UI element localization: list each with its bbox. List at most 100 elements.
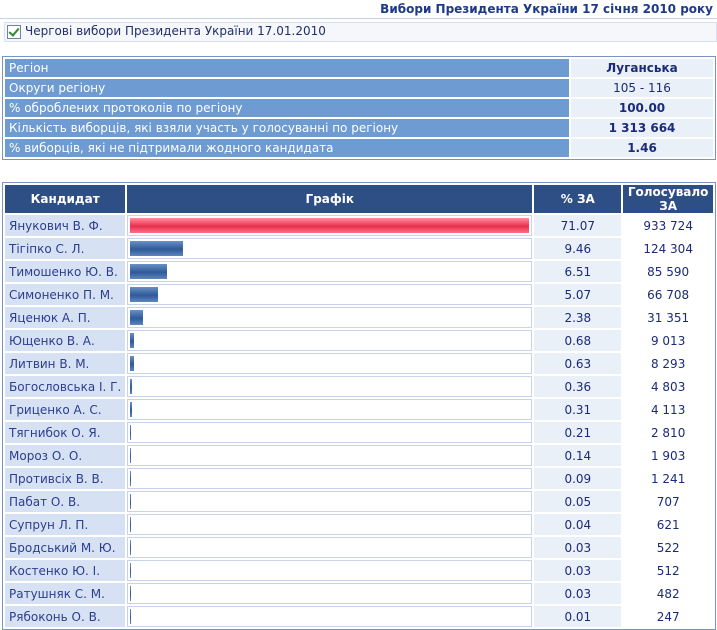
bar — [130, 540, 132, 555]
bar-cell — [127, 261, 533, 282]
bar — [130, 563, 132, 578]
candidate-name[interactable]: Ратушняк С. М. — [5, 583, 126, 604]
bar-cell — [127, 376, 533, 397]
bar-cell — [127, 560, 533, 581]
votes-label: 124 304 — [623, 238, 713, 259]
bar — [130, 310, 144, 325]
bar — [130, 586, 132, 601]
candidate-name[interactable]: Тягнибок О. Я. — [5, 422, 126, 443]
table-row: Ющенко В. А. 0.68 9 013 — [5, 330, 713, 351]
candidate-name[interactable]: Тимошенко Ю. В. — [5, 261, 126, 282]
info-row: Регіон Луганська — [5, 59, 713, 77]
bar-cell — [127, 468, 533, 489]
votes-label: 2 810 — [623, 422, 713, 443]
table-row: Костенко Ю. І. 0.03 512 — [5, 560, 713, 581]
candidate-name[interactable]: Янукович В. Ф. — [5, 215, 126, 236]
votes-label: 707 — [623, 491, 713, 512]
candidate-name[interactable]: Бродський М. Ю. — [5, 537, 126, 558]
bar — [130, 379, 133, 394]
bar-cell — [127, 422, 533, 443]
election-filter[interactable]: Чергові вибори Президента України 17.01.… — [4, 22, 717, 42]
votes-label: 621 — [623, 514, 713, 535]
bar — [130, 471, 132, 486]
pct-label: 71.07 — [534, 215, 622, 236]
candidate-name[interactable]: Богословська І. Г. — [5, 376, 126, 397]
info-row: Кількість виборців, які взяли участь у г… — [5, 119, 713, 137]
pct-label: 2.38 — [534, 307, 622, 328]
table-row: Пабат О. В. 0.05 707 — [5, 491, 713, 512]
bar-cell — [127, 307, 533, 328]
table-row: Тягнибок О. Я. 0.21 2 810 — [5, 422, 713, 443]
bar — [130, 287, 159, 302]
table-row: Супрун Л. П. 0.04 621 — [5, 514, 713, 535]
votes-label: 1 241 — [623, 468, 713, 489]
info-label: Кількість виборців, які взяли участь у г… — [5, 119, 569, 137]
region-info-table: Регіон Луганська Округи регіону 105 - 116% … — [2, 56, 716, 160]
votes-label: 482 — [623, 583, 713, 604]
pct-label: 0.04 — [534, 514, 622, 535]
bar-cell — [127, 445, 533, 466]
pct-label: 0.01 — [534, 606, 622, 627]
info-value: 1.46 — [571, 139, 713, 157]
bar-cell — [127, 330, 533, 351]
bar-cell — [127, 238, 533, 259]
candidate-name[interactable]: Мороз О. О. — [5, 445, 126, 466]
votes-label: 247 — [623, 606, 713, 627]
candidate-name[interactable]: Противсіх В. В. — [5, 468, 126, 489]
table-row: Гриценко А. С. 0.31 4 113 — [5, 399, 713, 420]
pct-label: 0.03 — [534, 583, 622, 604]
bar-cell — [127, 353, 533, 374]
info-label: Округи регіону — [5, 79, 569, 97]
candidate-name[interactable]: Ющенко В. А. — [5, 330, 126, 351]
votes-label: 1 903 — [623, 445, 713, 466]
votes-label: 31 351 — [623, 307, 713, 328]
candidate-name[interactable]: Супрун Л. П. — [5, 514, 126, 535]
info-label: % оброблених протоколів по регіону — [5, 99, 569, 117]
candidate-name[interactable]: Пабат О. В. — [5, 491, 126, 512]
pct-label: 0.03 — [534, 560, 622, 581]
votes-label: 4 113 — [623, 399, 713, 420]
header-graph: Графік — [127, 185, 533, 213]
table-row: Тігіпко С. Л. 9.46 124 304 — [5, 238, 713, 259]
votes-label: 933 724 — [623, 215, 713, 236]
candidate-name[interactable]: Гриценко А. С. — [5, 399, 126, 420]
candidate-name[interactable]: Тігіпко С. Л. — [5, 238, 126, 259]
info-value: Луганська — [571, 59, 713, 77]
pct-label: 0.63 — [534, 353, 622, 374]
info-label: % виборців, які не підтримали жодного ка… — [5, 139, 569, 157]
candidates-table: Кандидат Графік % ЗА Голосувало ЗА Януко… — [2, 182, 716, 630]
pct-label: 0.05 — [534, 491, 622, 512]
election-checkbox[interactable] — [7, 25, 21, 39]
votes-label: 522 — [623, 537, 713, 558]
candidate-name[interactable]: Рябоконь О. В. — [5, 606, 126, 627]
header-votes: Голосувало ЗА — [623, 185, 713, 213]
bar-cell — [127, 215, 533, 236]
info-value: 100.00 — [571, 99, 713, 117]
candidate-name[interactable]: Симоненко П. М. — [5, 284, 126, 305]
pct-label: 0.21 — [534, 422, 622, 443]
votes-label: 512 — [623, 560, 713, 581]
bar — [130, 241, 184, 256]
bar-cell — [127, 583, 533, 604]
table-row: Мороз О. О. 0.14 1 903 — [5, 445, 713, 466]
table-row: Литвин В. М. 0.63 8 293 — [5, 353, 713, 374]
candidate-name[interactable]: Литвин В. М. — [5, 353, 126, 374]
info-row: % оброблених протоколів по регіону 100.00 — [5, 99, 713, 117]
bar — [130, 494, 132, 509]
info-value: 1 313 664 — [571, 119, 713, 137]
table-row: Противсіх В. В. 0.09 1 241 — [5, 468, 713, 489]
votes-label: 8 293 — [623, 353, 713, 374]
bar — [130, 402, 133, 417]
pct-label: 0.14 — [534, 445, 622, 466]
candidate-name[interactable]: Костенко Ю. І. — [5, 560, 126, 581]
election-filter-label: Чергові вибори Президента України 17.01.… — [25, 24, 326, 38]
title-divider — [0, 18, 717, 19]
candidate-name[interactable]: Яценюк А. П. — [5, 307, 126, 328]
bar — [130, 448, 132, 463]
info-label: Регіон — [5, 59, 569, 77]
bar — [130, 356, 135, 371]
votes-label: 85 590 — [623, 261, 713, 282]
header-candidate: Кандидат — [5, 185, 126, 213]
table-row: Яценюк А. П. 2.38 31 351 — [5, 307, 713, 328]
bar — [130, 333, 135, 348]
